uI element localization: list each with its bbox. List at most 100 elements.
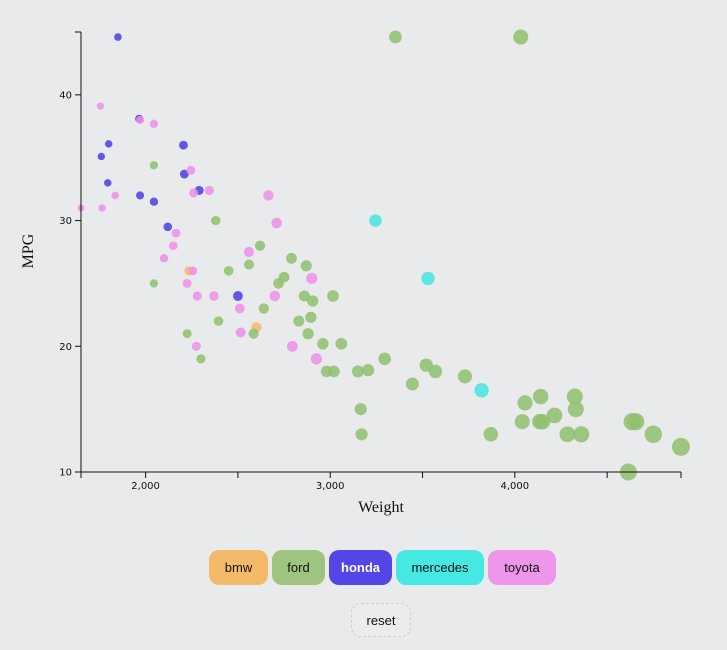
data-point-mercedes[interactable] — [421, 271, 435, 286]
data-point-toyota[interactable] — [209, 291, 219, 301]
y-tick-label: 30 — [59, 216, 72, 227]
data-point-ford[interactable] — [278, 271, 290, 283]
data-point-ford[interactable] — [514, 414, 530, 430]
y-tick-label: 10 — [59, 468, 72, 479]
data-point-ford[interactable] — [293, 315, 305, 327]
points-layer — [77, 29, 690, 481]
data-point-ford[interactable] — [223, 266, 234, 276]
data-point-toyota[interactable] — [189, 188, 199, 198]
data-point-toyota[interactable] — [171, 228, 181, 238]
data-point-ford[interactable] — [335, 337, 348, 350]
data-point-ford[interactable] — [286, 252, 297, 264]
data-point-mercedes[interactable] — [474, 383, 489, 398]
data-point-toyota[interactable] — [269, 290, 281, 302]
data-point-toyota[interactable] — [136, 115, 145, 125]
data-point-mercedes[interactable] — [369, 214, 382, 227]
data-point-toyota[interactable] — [111, 191, 119, 200]
y-tick-label: 40 — [59, 90, 72, 101]
filter-button-ford[interactable]: ford — [272, 550, 325, 585]
data-point-ford[interactable] — [243, 259, 255, 270]
data-point-toyota[interactable] — [192, 291, 202, 301]
x-tick-label: 4,000 — [501, 481, 530, 492]
data-point-ford[interactable] — [149, 161, 159, 170]
data-point-ford[interactable] — [328, 365, 340, 378]
axes: 10 20 30 40 2,000 3,000 4,000 — [59, 31, 682, 492]
data-point-honda[interactable] — [179, 169, 189, 179]
data-point-ford[interactable] — [305, 311, 317, 323]
data-point-honda[interactable] — [114, 33, 122, 41]
data-point-ford[interactable] — [196, 354, 206, 364]
data-point-honda[interactable] — [149, 197, 159, 206]
data-point-toyota[interactable] — [204, 185, 214, 196]
data-point-ford[interactable] — [559, 426, 576, 443]
data-point-ford[interactable] — [317, 338, 329, 350]
data-point-ford[interactable] — [567, 401, 584, 418]
data-point-ford[interactable] — [378, 352, 391, 366]
data-point-ford[interactable] — [351, 365, 364, 378]
data-point-ford[interactable] — [307, 295, 319, 307]
filter-button-honda[interactable]: honda — [329, 550, 392, 585]
data-point-toyota[interactable] — [168, 241, 178, 251]
data-point-toyota[interactable] — [191, 341, 201, 351]
data-point-ford[interactable] — [361, 364, 375, 377]
data-point-toyota[interactable] — [182, 278, 192, 288]
data-point-toyota[interactable] — [186, 165, 196, 175]
data-point-ford[interactable] — [248, 328, 259, 339]
data-point-toyota[interactable] — [159, 254, 169, 263]
data-point-honda[interactable] — [97, 152, 105, 161]
data-point-ford[interactable] — [149, 279, 159, 288]
data-point-toyota[interactable] — [188, 266, 198, 276]
data-point-ford[interactable] — [573, 426, 590, 443]
data-point-ford[interactable] — [254, 240, 266, 251]
data-point-toyota[interactable] — [149, 119, 159, 128]
data-point-toyota[interactable] — [263, 190, 274, 201]
data-point-ford[interactable] — [258, 303, 269, 314]
data-point-ford[interactable] — [566, 388, 583, 405]
filter-button-mercedes[interactable]: mercedes — [396, 550, 484, 585]
data-point-ford[interactable] — [211, 215, 221, 226]
filter-button-bmw[interactable]: bmw — [209, 550, 268, 585]
data-point-honda[interactable] — [104, 140, 113, 148]
y-tick-label: 20 — [59, 342, 72, 353]
data-point-toyota[interactable] — [306, 272, 318, 285]
reset-button[interactable]: reset — [351, 603, 411, 637]
data-point-ford[interactable] — [672, 437, 690, 456]
data-point-honda[interactable] — [136, 191, 145, 200]
x-tick-label: 3,000 — [316, 481, 345, 492]
data-point-honda[interactable] — [163, 222, 173, 232]
data-point-ford[interactable] — [534, 413, 551, 430]
data-point-ford[interactable] — [405, 377, 419, 391]
data-point-ford[interactable] — [389, 30, 402, 44]
data-point-ford[interactable] — [532, 388, 549, 405]
scatter-chart: 10 20 30 40 2,000 3,000 4,000 Weight MPG — [20, 29, 690, 516]
data-point-toyota[interactable] — [96, 102, 105, 110]
data-point-ford[interactable] — [355, 428, 368, 441]
filter-bar: bmw ford honda mercedes toyota — [0, 550, 727, 585]
data-point-ford[interactable] — [457, 369, 473, 384]
data-point-honda[interactable] — [232, 291, 243, 301]
data-point-ford[interactable] — [644, 425, 663, 444]
data-point-ford[interactable] — [428, 364, 443, 379]
data-point-ford[interactable] — [627, 413, 645, 431]
data-point-ford[interactable] — [213, 316, 224, 326]
data-point-ford[interactable] — [327, 290, 339, 302]
data-point-ford[interactable] — [302, 328, 314, 340]
data-point-toyota[interactable] — [234, 303, 245, 314]
data-point-toyota[interactable] — [235, 327, 246, 338]
data-point-ford[interactable] — [298, 290, 310, 302]
data-point-ford[interactable] — [354, 403, 367, 416]
data-point-honda[interactable] — [179, 140, 188, 150]
data-point-ford[interactable] — [300, 260, 312, 272]
data-point-ford[interactable] — [513, 29, 529, 45]
data-point-toyota[interactable] — [98, 204, 106, 212]
data-point-ford[interactable] — [483, 427, 499, 442]
data-point-toyota[interactable] — [286, 340, 298, 352]
data-point-toyota[interactable] — [310, 353, 323, 365]
data-point-toyota[interactable] — [271, 217, 282, 229]
data-point-ford[interactable] — [546, 407, 563, 424]
data-point-ford[interactable] — [182, 329, 192, 339]
data-point-toyota[interactable] — [243, 246, 255, 258]
filter-button-toyota[interactable]: toyota — [488, 550, 556, 585]
data-point-honda[interactable] — [104, 179, 112, 187]
data-point-ford[interactable] — [517, 395, 533, 411]
